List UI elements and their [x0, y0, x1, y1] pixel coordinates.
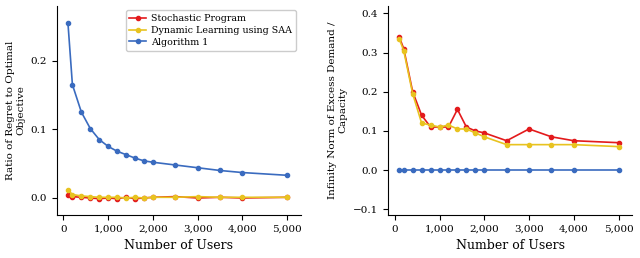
X-axis label: Number of Users: Number of Users: [456, 239, 564, 252]
Legend: Stochastic Program, Dynamic Learning using SAA, Algorithm 1: Stochastic Program, Dynamic Learning usi…: [125, 10, 296, 51]
Y-axis label: Infinity Norm of Excess Demand /
Capacity: Infinity Norm of Excess Demand / Capacit…: [328, 22, 348, 199]
X-axis label: Number of Users: Number of Users: [124, 239, 233, 252]
Y-axis label: Ratio of Regret to Optimal
Objective: Ratio of Regret to Optimal Objective: [6, 41, 25, 180]
